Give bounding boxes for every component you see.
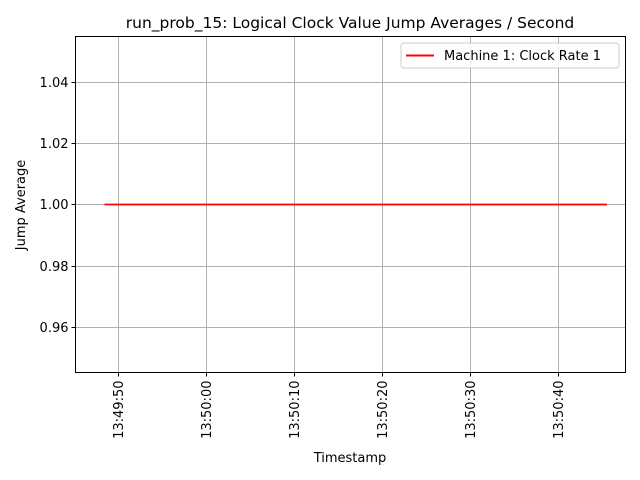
x-tick-label: 13:50:40 <box>552 381 567 439</box>
plot-frame <box>75 36 626 373</box>
legend: Machine 1: Clock Rate 1 <box>400 42 620 69</box>
legend-box <box>400 42 620 69</box>
x-tick-label: 13:50:10 <box>288 381 303 439</box>
x-tick-label: 13:50:20 <box>376 381 391 439</box>
y-tick-label: 1.02 <box>40 137 69 152</box>
y-tick-label: 0.98 <box>40 260 69 275</box>
x-tick-label: 13:49:50 <box>112 381 127 439</box>
x-tick-label: 13:50:30 <box>464 381 479 439</box>
axis-ticks: 0.96 0.98 1.00 1.02 1.04 13:49:50 13:50:00 13:5… <box>40 76 567 439</box>
legend-entry-machine-1: Machine 1: Clock Rate 1 <box>444 49 601 64</box>
y-tick-label: 1.04 <box>40 76 69 91</box>
y-tick-label: 0.96 <box>40 321 69 336</box>
y-axis-label: Jump Average <box>14 160 29 252</box>
chart-title: run_prob_15: Logical Clock Value Jump Av… <box>126 14 574 33</box>
x-axis-label: Timestamp <box>313 451 387 466</box>
y-tick-label: 1.00 <box>40 198 69 213</box>
x-tick-label: 13:50:00 <box>200 381 215 439</box>
